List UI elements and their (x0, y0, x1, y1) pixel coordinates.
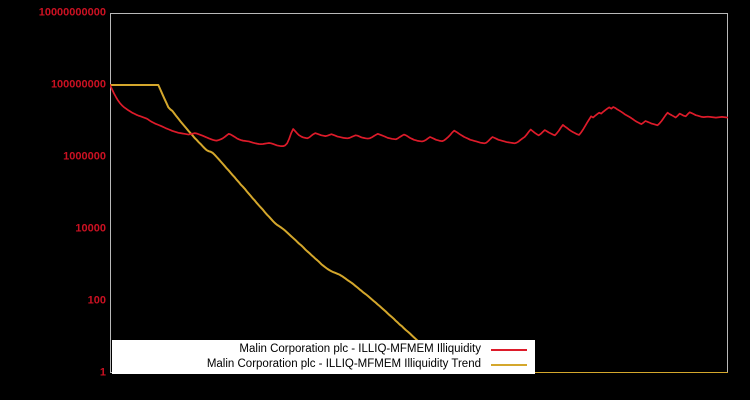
legend-label-illiquidity-trend: Malin Corporation plc - ILLIQ-MFMEM Illi… (206, 358, 481, 370)
legend-swatch-illiquidity-trend (491, 363, 527, 366)
plot-lines (110, 84, 728, 373)
legend-swatch-illiquidity (491, 348, 527, 351)
legend-label-illiquidity: Malin Corporation plc - ILLIQ-MFMEM Illi… (239, 343, 481, 355)
y-axis: 10000000000 100000000 1000000 10000 100 1 (0, 0, 106, 400)
y-axis-tick-label: 10000 (75, 222, 106, 235)
y-axis-tick-label: 1000000 (63, 150, 106, 163)
legend-item-illiquidity: Malin Corporation plc - ILLIQ-MFMEM Illi… (112, 342, 535, 357)
chart-legend: Malin Corporation plc - ILLIQ-MFMEM Illi… (112, 340, 535, 374)
legend-item-illiquidity-trend: Malin Corporation plc - ILLIQ-MFMEM Illi… (112, 357, 535, 372)
y-axis-tick-label: 1 (99, 366, 106, 379)
y-axis-tick-label: 10000000000 (38, 6, 106, 19)
series-line-illiquidity (110, 84, 728, 148)
y-axis-tick-label: 100000000 (50, 78, 106, 91)
series-line-illiquidity-trend (110, 84, 728, 373)
y-axis-tick-label: 100 (87, 294, 106, 307)
